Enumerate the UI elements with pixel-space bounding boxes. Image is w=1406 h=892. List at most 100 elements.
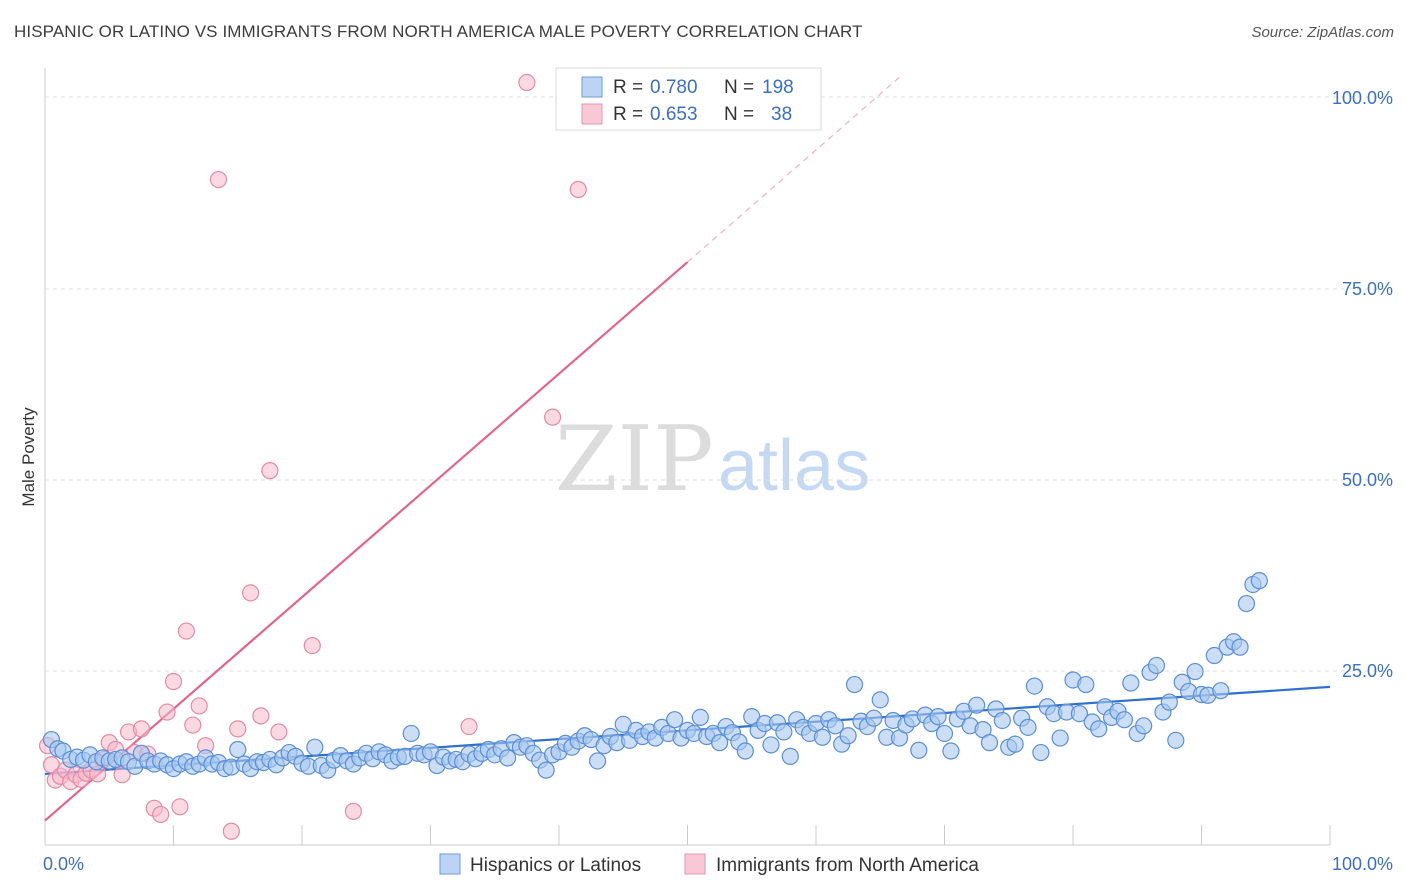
point-immigrants-31 — [242, 584, 260, 602]
x-tick-label-0: 0.0% — [43, 854, 84, 874]
point-hispanics-185 — [1231, 638, 1249, 656]
point-hispanics-163 — [1090, 720, 1108, 738]
legend-n-value-1: 198 — [762, 77, 794, 98]
point-immigrants-28 — [209, 170, 228, 189]
point-immigrants-36 — [344, 802, 362, 820]
point-hispanics-140 — [942, 742, 960, 760]
bottom-legend-swatch-pink — [684, 853, 706, 875]
y-tick-label-2: 75.0% — [1342, 279, 1393, 299]
point-hispanics-150 — [1006, 735, 1024, 753]
legend-r-value-1: 0.780 — [650, 77, 698, 98]
point-hispanics-129 — [871, 691, 889, 709]
point-hispanics-71 — [499, 749, 517, 767]
source-label: Source: ZipAtlas.com — [1251, 24, 1394, 41]
bottom-legend-label-2: Immigrants from North America — [716, 855, 979, 876]
legend-r-label-1: R = — [613, 77, 643, 98]
point-hispanics-115 — [781, 747, 799, 765]
point-hispanics-122 — [826, 717, 844, 735]
y-tick-label-1: 50.0% — [1342, 470, 1393, 490]
chart-title: HISPANIC OR LATINO VS IMMIGRANTS FROM NO… — [14, 22, 863, 41]
point-immigrants-26 — [190, 697, 208, 715]
legend-r-label-2: R = — [613, 104, 643, 125]
y-tick-label-0: 25.0% — [1342, 661, 1393, 681]
bottom-legend-swatch-blue — [439, 853, 461, 875]
point-hispanics-108 — [736, 742, 754, 760]
legend-n-value-2: 38 — [771, 104, 792, 125]
y-tick-label-3: 100.0% — [1332, 88, 1393, 108]
point-hispanics-170 — [1135, 717, 1153, 735]
point-immigrants-35 — [303, 636, 321, 655]
point-immigrants-22 — [164, 672, 183, 691]
point-immigrants-29 — [222, 822, 240, 840]
point-hispanics-120 — [813, 728, 832, 746]
point-immigrants-24 — [177, 622, 195, 640]
data-points — [38, 73, 1268, 840]
point-hispanics-154 — [1032, 743, 1050, 762]
top-legend: R = 0.780 N = 198 R = 0.653 N = 38 — [555, 67, 822, 131]
point-hispanics-41 — [306, 738, 324, 756]
point-hispanics-139 — [935, 724, 954, 743]
point-hispanics-168 — [1122, 674, 1140, 692]
bottom-legend: Hispanics or Latinos Immigrants from Nor… — [439, 853, 979, 876]
point-hispanics-153 — [1025, 677, 1044, 695]
point-hispanics-167 — [1115, 711, 1134, 729]
point-hispanics-146 — [980, 734, 999, 752]
point-hispanics-144 — [968, 696, 986, 714]
point-hispanics-135 — [910, 741, 928, 759]
point-hispanics-128 — [865, 709, 883, 727]
gridlines — [45, 96, 1390, 672]
point-hispanics-77 — [537, 761, 555, 779]
point-immigrants-23 — [171, 798, 189, 816]
legend-n-label-2: N = — [724, 104, 754, 125]
legend-r-value-2: 0.653 — [650, 104, 698, 125]
point-immigrants-37 — [460, 717, 478, 736]
legend-swatch-blue — [581, 76, 603, 98]
point-immigrants-34 — [270, 723, 288, 741]
point-immigrants-38 — [518, 73, 536, 92]
x-tick-label-1: 100.0% — [1332, 854, 1393, 874]
point-hispanics-186 — [1237, 594, 1256, 613]
watermark-atlas: atlas — [718, 426, 870, 506]
point-hispanics-101 — [691, 708, 709, 727]
point-immigrants-21 — [158, 703, 176, 721]
point-immigrants-40 — [569, 180, 587, 199]
trend-line-immigrants — [44, 261, 689, 822]
tick-labels: 25.0% 50.0% 75.0% 100.0% 0.0% 100.0% — [43, 88, 1393, 874]
point-immigrants-25 — [184, 716, 202, 734]
bottom-legend-label-1: Hispanics or Latinos — [470, 855, 641, 876]
point-immigrants-32 — [252, 707, 270, 725]
point-hispanics-161 — [1077, 675, 1095, 694]
point-hispanics-97 — [666, 711, 684, 729]
point-hispanics-112 — [762, 736, 780, 754]
point-hispanics-56 — [402, 724, 420, 743]
point-hispanics-182 — [1212, 682, 1230, 700]
y-axis-label: Male Poverty — [19, 407, 38, 507]
point-hispanics-114 — [775, 723, 793, 741]
point-hispanics-175 — [1167, 731, 1185, 749]
point-hispanics-125 — [845, 675, 864, 694]
trend-line-immigrants-extension — [687, 76, 900, 263]
point-hispanics-104 — [711, 734, 729, 752]
point-hispanics-138 — [929, 708, 947, 726]
point-immigrants-30 — [229, 720, 247, 738]
point-hispanics-85 — [588, 752, 607, 770]
point-hispanics-29 — [229, 740, 247, 759]
point-immigrants-39 — [543, 408, 562, 426]
point-hispanics-178 — [1186, 662, 1204, 681]
point-hispanics-157 — [1051, 729, 1069, 747]
point-hispanics-174 — [1160, 693, 1178, 711]
point-immigrants-20 — [152, 805, 170, 824]
point-hispanics-148 — [993, 711, 1011, 730]
point-hispanics-172 — [1147, 656, 1166, 675]
point-hispanics-152 — [1019, 718, 1037, 736]
point-hispanics-160 — [1070, 704, 1089, 723]
axes — [44, 68, 1331, 846]
point-hispanics-181 — [1205, 646, 1223, 665]
legend-swatch-pink — [581, 103, 603, 125]
legend-n-label-1: N = — [724, 77, 754, 98]
point-immigrants-33 — [261, 462, 279, 480]
point-immigrants-17 — [132, 720, 150, 738]
point-hispanics-124 — [839, 727, 857, 745]
point-hispanics-188 — [1250, 572, 1268, 590]
